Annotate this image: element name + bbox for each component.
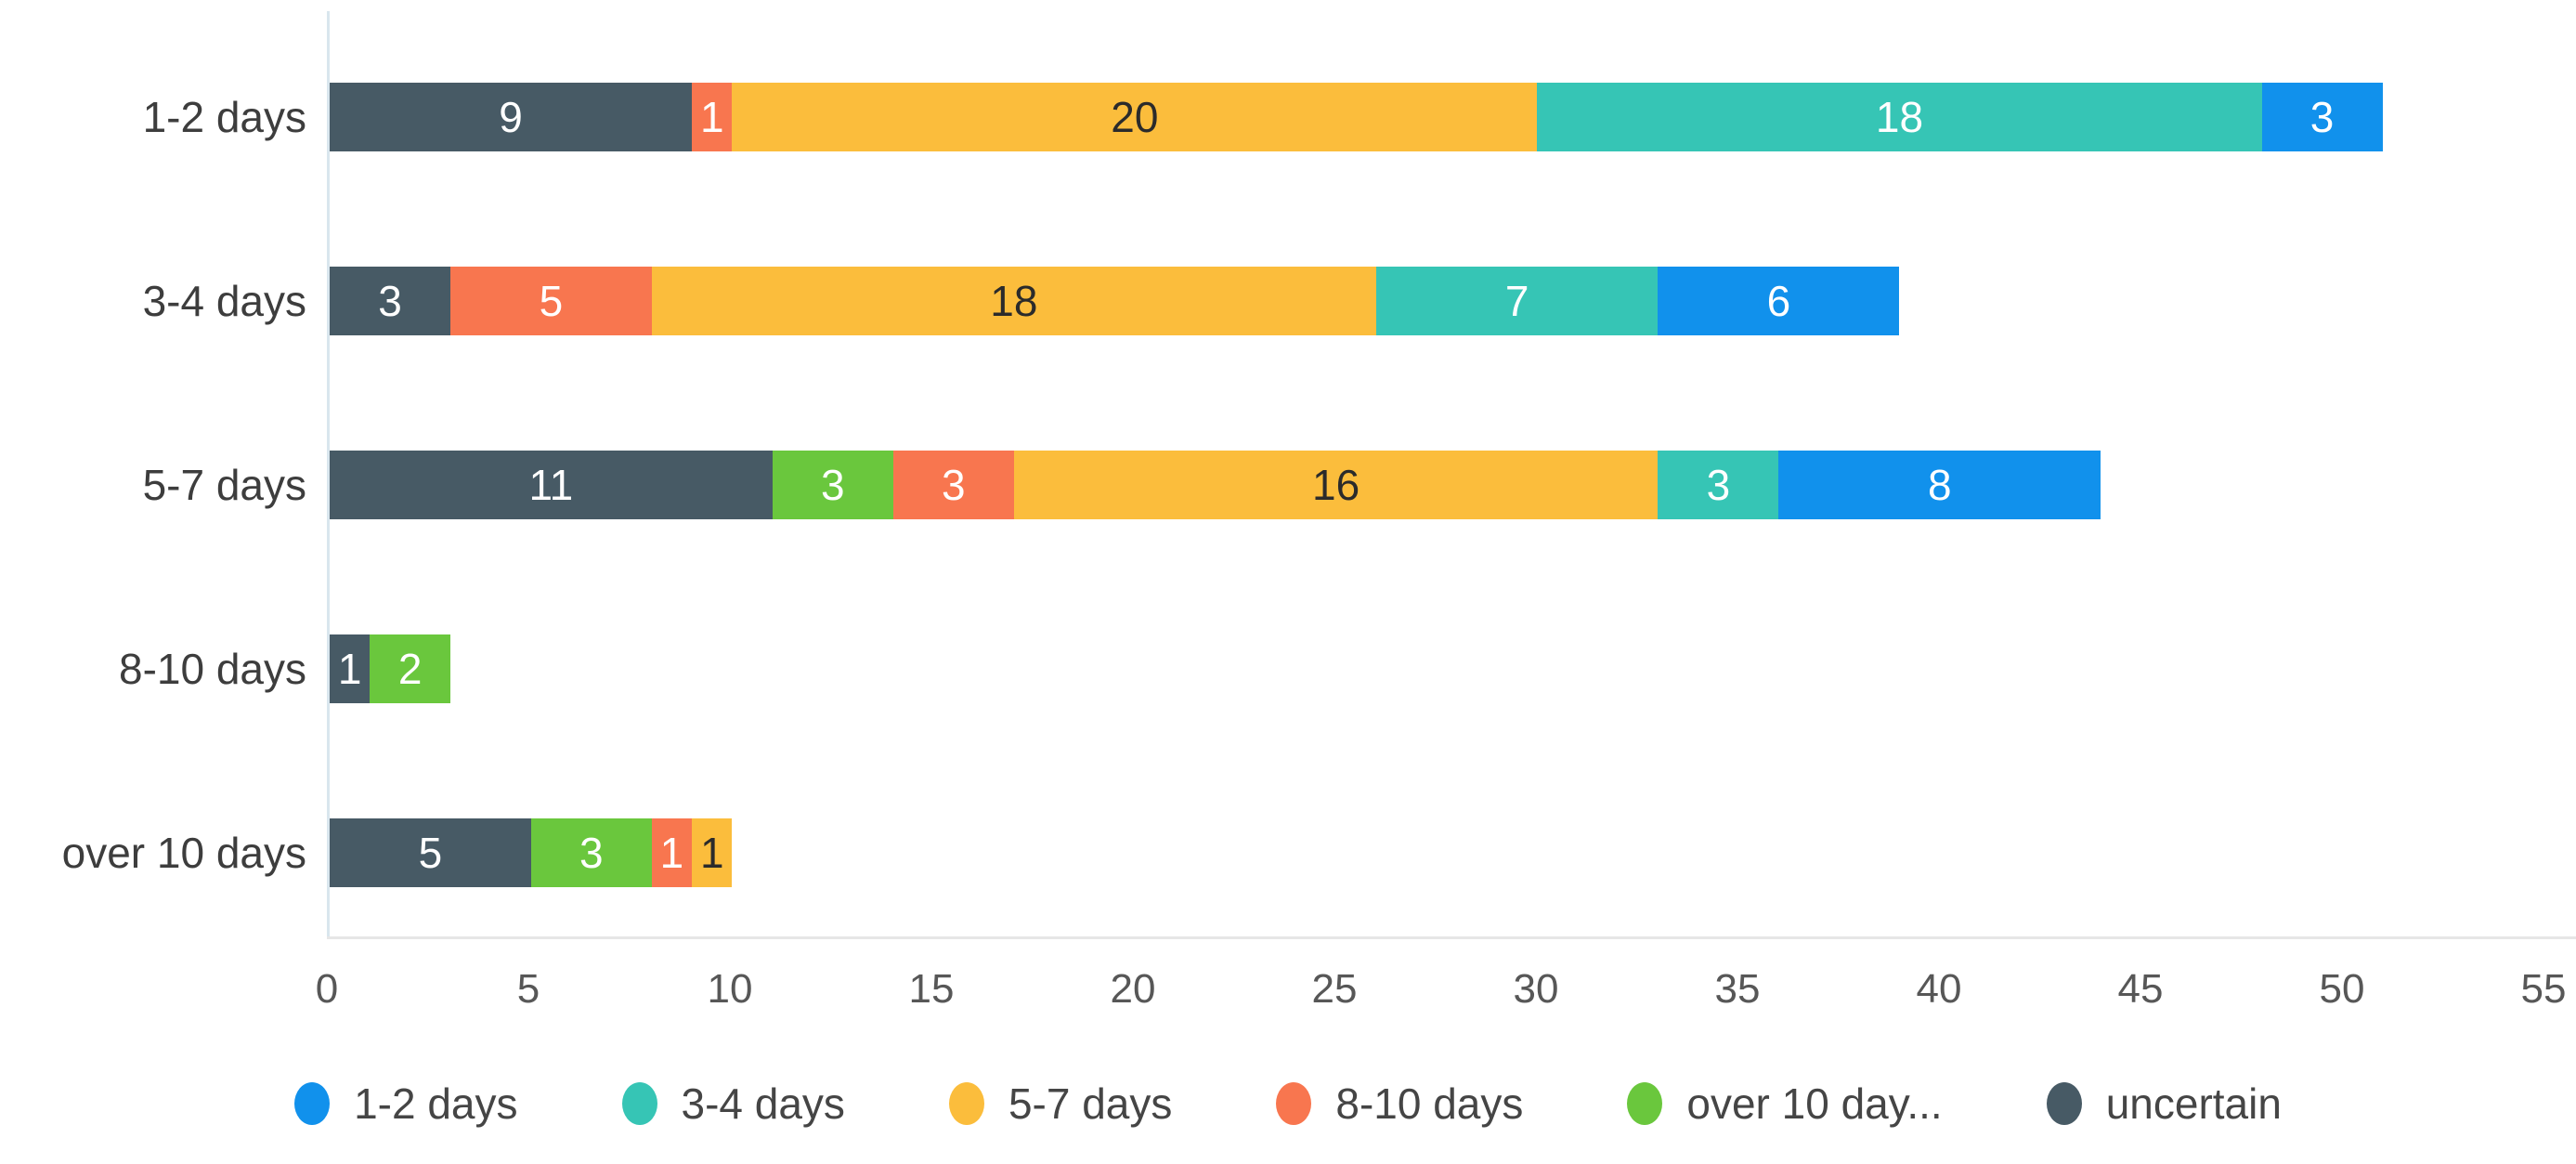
bar-segment-8-10-days[interactable]: 1	[692, 83, 733, 151]
bar-segment-8-10-days[interactable]: 1	[651, 818, 693, 887]
legend-item-8-10-days[interactable]: 8-10 days	[1276, 1079, 1523, 1129]
bar-segment-5-7-days[interactable]: 20	[732, 83, 1538, 151]
bar-segment-label: 3	[579, 829, 604, 877]
x-tick-label: 40	[1916, 966, 1962, 1012]
bar-segment-label: 6	[1766, 277, 1791, 325]
bar-segment-1-2-days[interactable]: 6	[1658, 267, 1900, 335]
bar-segment-label: 3	[378, 277, 402, 325]
bar-segment-label: 9	[499, 93, 523, 141]
x-axis: 0 5 10 15 20 25 30 35 40 45 50 55	[316, 957, 2567, 1022]
bar-segment-8-10-days[interactable]: 3	[892, 451, 1014, 519]
bar-segment-label: 3	[1706, 461, 1731, 509]
bar-segment-label: 16	[1312, 461, 1360, 509]
legend-item-uncertain[interactable]: uncertain	[2046, 1079, 2282, 1129]
plot-area: 9 1 20 18 3 3 5 18 7 6 11 3 3 16 3 8 1 2 5 3 1 1	[327, 11, 2543, 936]
bar-segment-label: 1	[699, 829, 724, 877]
legend-item-label: uncertain	[2105, 1079, 2282, 1128]
bar-segment-label: 3	[2309, 93, 2335, 141]
bar-segment-uncertain[interactable]: 11	[330, 451, 773, 519]
bar-segment-label: 18	[1875, 93, 1924, 141]
bar-segment-label: 5	[418, 829, 443, 877]
bar-segment-1-2-days[interactable]: 8	[1778, 451, 2101, 519]
bar-segment-label: 1	[337, 645, 362, 693]
bar-segment-3-4-days[interactable]: 3	[1658, 451, 1779, 519]
bar-segment-uncertain[interactable]: 5	[330, 818, 531, 887]
legend-marker-icon	[621, 1082, 657, 1125]
bar-segment-5-7-days[interactable]: 16	[1013, 451, 1659, 519]
x-tick-label: 45	[2117, 966, 2164, 1012]
bar-row: 3 5 18 7 6	[330, 267, 2543, 335]
legend-item-5-7-days[interactable]: 5-7 days	[948, 1079, 1173, 1129]
x-tick-label: 25	[1311, 966, 1358, 1012]
x-axis-line	[327, 936, 2576, 939]
bar-segment-1-2-days[interactable]: 3	[2261, 83, 2383, 151]
x-tick-label: 35	[1714, 966, 1761, 1012]
legend-marker-icon	[294, 1082, 331, 1125]
x-tick-label: 50	[2319, 966, 2365, 1012]
y-axis-line	[327, 11, 330, 936]
x-tick-label: 30	[1513, 966, 1559, 1012]
legend-item-label: 5-7 days	[1008, 1079, 1173, 1128]
category-label: 1-2 days	[142, 93, 306, 141]
category-label: 3-4 days	[142, 277, 306, 325]
x-tick-label: 10	[707, 966, 753, 1012]
bar-segment-3-4-days[interactable]: 18	[1537, 83, 2262, 151]
bar-segment-label: 18	[990, 277, 1038, 325]
category-label: over 10 days	[61, 829, 306, 877]
x-tick-label: 20	[1110, 966, 1156, 1012]
bar-segment-label: 1	[699, 93, 724, 141]
bar-segment-label: 3	[942, 461, 966, 509]
x-tick-label: 15	[908, 966, 955, 1012]
legend-item-label: 3-4 days	[681, 1079, 845, 1128]
bar-segment-uncertain[interactable]: 9	[330, 83, 693, 151]
bar-segment-over-10-days[interactable]: 2	[370, 634, 451, 703]
bar-segment-5-7-days[interactable]: 18	[651, 267, 1376, 335]
x-tick-label: 5	[516, 966, 540, 1012]
legend-marker-icon	[948, 1082, 984, 1125]
bar-segment-label: 2	[397, 645, 423, 693]
legend-item-1-2-days[interactable]: 1-2 days	[294, 1079, 518, 1129]
bar-segment-label: 8	[1927, 461, 1952, 509]
bar-segment-3-4-days[interactable]: 7	[1375, 267, 1659, 335]
category-label: 8-10 days	[118, 645, 306, 693]
bar-segment-label: 7	[1504, 277, 1529, 325]
legend-marker-icon	[1276, 1082, 1312, 1125]
x-tick-label: 0	[315, 966, 339, 1012]
legend-marker-icon	[2046, 1082, 2082, 1125]
bar-segment-over-10-days[interactable]: 3	[772, 451, 893, 519]
bar-segment-label: 20	[1111, 93, 1159, 141]
bar-segment-uncertain[interactable]: 1	[330, 634, 371, 703]
bar-segment-label: 11	[528, 461, 574, 509]
bar-row: 9 1 20 18 3	[330, 83, 2543, 151]
bar-segment-label: 5	[539, 277, 564, 325]
bar-segment-uncertain[interactable]: 3	[330, 267, 451, 335]
x-tick-label: 55	[2520, 966, 2567, 1012]
legend-item-label: over 10 day...	[1686, 1079, 1943, 1128]
legend-item-label: 8-10 days	[1335, 1079, 1524, 1128]
legend-item-3-4-days[interactable]: 3-4 days	[621, 1079, 845, 1129]
legend: 1-2 days 3-4 days 5-7 days 8-10 days over 10…	[0, 1057, 2576, 1150]
bar-segment-5-7-days[interactable]: 1	[692, 818, 733, 887]
bar-segment-label: 3	[821, 461, 845, 509]
bar-segment-label: 1	[659, 829, 684, 877]
bar-row: 11 3 3 16 3 8	[330, 451, 2543, 519]
legend-item-label: 1-2 days	[354, 1079, 518, 1128]
category-label: 5-7 days	[142, 461, 306, 509]
legend-item-over-10-days[interactable]: over 10 day...	[1627, 1079, 1943, 1129]
bar-segment-over-10-days[interactable]: 3	[530, 818, 652, 887]
legend-marker-icon	[1627, 1082, 1663, 1125]
bar-segment-8-10-days[interactable]: 5	[450, 267, 652, 335]
